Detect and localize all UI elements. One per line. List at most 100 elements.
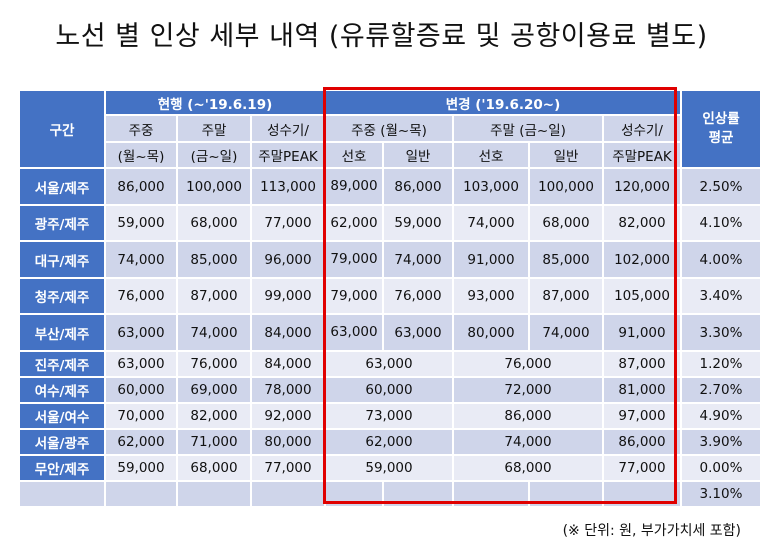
header-avg-rate: 인상률 평균	[680, 89, 762, 169]
route-label: 진주/제주	[18, 350, 106, 378]
new-weekend-cell: 74,000	[452, 428, 604, 456]
table-row: 대구/제주 74,000 85,000 96,000 79,000 74,000 91,00…	[18, 240, 762, 279]
avg-rate-cell: 2.50%	[680, 167, 762, 206]
current-fare-cell: 60,000	[104, 376, 178, 404]
fare-table: 구간 현행 (~'19.6.19) 변경 ('19.6.20~) 인상률 평균 …	[18, 89, 762, 508]
avg-rate-cell: 4.90%	[680, 402, 762, 430]
header-changed-group: 변경 ('19.6.20~)	[324, 89, 682, 116]
avg-rate-cell: 3.90%	[680, 428, 762, 456]
empty-cell	[602, 480, 682, 508]
current-fare-cell: 76,000	[104, 277, 178, 315]
current-fare-cell: 84,000	[250, 313, 326, 352]
new-peak-cell: 81,000	[602, 376, 682, 404]
new-weekday-general-cell: 86,000	[382, 167, 454, 206]
avg-rate-cell: 3.30%	[680, 313, 762, 352]
header-new-weekend-general: 일반	[528, 141, 604, 169]
current-fare-cell: 87,000	[176, 277, 252, 315]
table-row: 진주/제주 63,000 76,000 84,000 63,000 76,000 87,00…	[18, 350, 762, 378]
page-title: 노선 별 인상 세부 내역 (유류할증료 및 공항이용료 별도)	[55, 21, 708, 52]
new-weekend-general-cell: 87,000	[528, 277, 604, 315]
new-weekday-cell: 63,000	[324, 350, 454, 378]
header-new-peak: 성수기/	[602, 114, 682, 143]
current-fare-cell: 62,000	[104, 428, 178, 456]
new-weekend-cell: 72,000	[452, 376, 604, 404]
new-weekend-preferred-cell: 80,000	[452, 313, 530, 352]
avg-rate-cell: 1.20%	[680, 350, 762, 378]
table-row: 광주/제주 59,000 68,000 77,000 62,000 59,000 74,00…	[18, 204, 762, 242]
table-row: 무안/제주 59,000 68,000 77,000 59,000 68,000 77,00…	[18, 454, 762, 482]
new-weekend-general-cell: 74,000	[528, 313, 604, 352]
new-peak-cell: 105,000	[602, 277, 682, 315]
new-weekend-preferred-cell: 103,000	[452, 167, 530, 206]
new-weekend-general-cell: 100,000	[528, 167, 604, 206]
header-cur-weekday-days: (월~목)	[104, 141, 178, 169]
new-peak-cell: 87,000	[602, 350, 682, 378]
unit-note: (※ 단위: 원, 부가가치세 포함)	[562, 523, 741, 539]
new-peak-cell: 86,000	[602, 428, 682, 456]
current-fare-cell: 113,000	[250, 167, 326, 206]
new-weekday-cell: 62,000	[324, 428, 454, 456]
route-label: 서울/제주	[18, 167, 106, 206]
current-fare-cell: 59,000	[104, 204, 178, 242]
current-fare-cell: 71,000	[176, 428, 252, 456]
route-label: 여수/제주	[18, 376, 106, 404]
header-new-weekday-general: 일반	[382, 141, 454, 169]
new-weekday-cell: 59,000	[324, 454, 454, 482]
new-peak-cell: 102,000	[602, 240, 682, 279]
header-new-weekend-preferred: 선호	[452, 141, 530, 169]
new-weekday-preferred-cell: 63,000	[324, 313, 384, 352]
new-weekend-general-cell: 68,000	[528, 204, 604, 242]
current-fare-cell: 76,000	[176, 350, 252, 378]
new-weekend-preferred-cell: 74,000	[452, 204, 530, 242]
new-peak-cell: 97,000	[602, 402, 682, 430]
new-weekend-general-cell: 85,000	[528, 240, 604, 279]
header-current-group: 현행 (~'19.6.19)	[104, 89, 326, 116]
current-fare-cell: 70,000	[104, 402, 178, 430]
current-fare-cell: 92,000	[250, 402, 326, 430]
table-row: 서울/광주 62,000 71,000 80,000 62,000 74,000 86,00…	[18, 428, 762, 456]
current-fare-cell: 74,000	[176, 313, 252, 352]
route-label: 서울/광주	[18, 428, 106, 456]
header-section: 구간	[18, 89, 106, 169]
new-weekday-general-cell: 63,000	[382, 313, 454, 352]
current-fare-cell: 59,000	[104, 454, 178, 482]
empty-cell	[324, 480, 384, 508]
table-row: 여수/제주 60,000 69,000 78,000 60,000 72,000 81,00…	[18, 376, 762, 404]
current-fare-cell: 85,000	[176, 240, 252, 279]
current-fare-cell: 68,000	[176, 204, 252, 242]
route-label: 무안/제주	[18, 454, 106, 482]
avg-rate-cell: 4.00%	[680, 240, 762, 279]
current-fare-cell: 82,000	[176, 402, 252, 430]
empty-cell	[18, 480, 106, 508]
avg-rate-cell: 3.40%	[680, 277, 762, 315]
empty-cell	[250, 480, 326, 508]
table-row: 서울/제주 86,000 100,000 113,000 89,000 86,000 103…	[18, 167, 762, 206]
new-weekday-preferred-cell: 89,000	[324, 167, 384, 206]
header-cur-weekend-days: (금~일)	[176, 141, 252, 169]
route-label: 부산/제주	[18, 313, 106, 352]
new-weekend-preferred-cell: 93,000	[452, 277, 530, 315]
empty-cell	[528, 480, 604, 508]
new-weekday-general-cell: 76,000	[382, 277, 454, 315]
current-fare-cell: 96,000	[250, 240, 326, 279]
current-fare-cell: 68,000	[176, 454, 252, 482]
new-weekend-cell: 76,000	[452, 350, 604, 378]
new-peak-cell: 77,000	[602, 454, 682, 482]
new-weekend-preferred-cell: 91,000	[452, 240, 530, 279]
route-label: 청주/제주	[18, 277, 106, 315]
header-cur-peak: 성수기/	[250, 114, 326, 143]
empty-cell	[176, 480, 252, 508]
overall-avg-rate: 3.10%	[680, 480, 762, 508]
current-fare-cell: 100,000	[176, 167, 252, 206]
current-fare-cell: 74,000	[104, 240, 178, 279]
avg-rate-cell: 0.00%	[680, 454, 762, 482]
new-weekday-cell: 60,000	[324, 376, 454, 404]
new-weekday-general-cell: 59,000	[382, 204, 454, 242]
new-weekday-preferred-cell: 79,000	[324, 240, 384, 279]
current-fare-cell: 84,000	[250, 350, 326, 378]
table-row: 서울/여수 70,000 82,000 92,000 73,000 86,000 97,00…	[18, 402, 762, 430]
header-cur-weekend: 주말	[176, 114, 252, 143]
new-weekday-cell: 73,000	[324, 402, 454, 430]
route-label: 서울/여수	[18, 402, 106, 430]
table-row: 부산/제주 63,000 74,000 84,000 63,000 63,000 80,00…	[18, 313, 762, 352]
